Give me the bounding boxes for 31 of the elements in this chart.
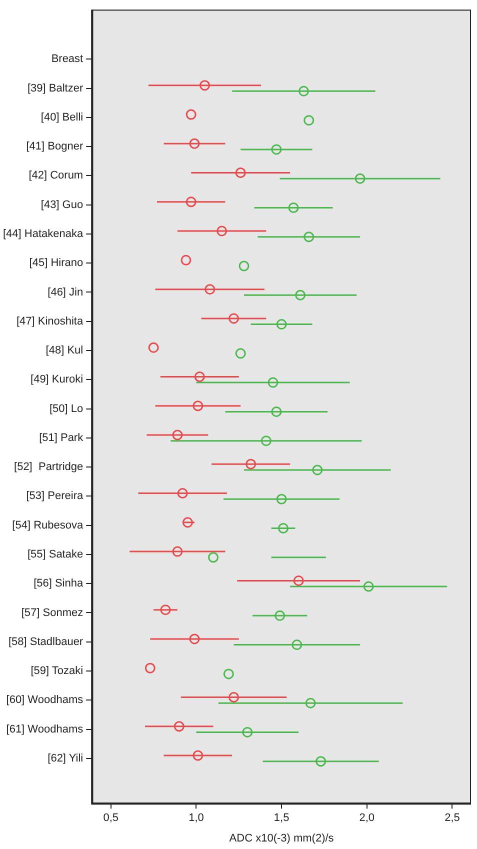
y-tick-label: [47] Kinoshita <box>16 315 84 328</box>
y-tick-label: [53] Pereira <box>26 490 84 502</box>
x-tick-label: 1,0 <box>188 812 204 824</box>
y-tick-label: [40] Belli <box>40 111 84 124</box>
x-axis-title: ADC x10(-3) mm(2)/s <box>229 832 334 844</box>
x-tick-label: 2,5 <box>444 812 460 824</box>
y-tick-label: [55] Satake <box>27 548 84 561</box>
y-tick-label: [49] Kuroki <box>30 374 84 386</box>
y-tick-label: [39] Baltzer <box>27 82 84 94</box>
y-tick-label: [58] Stadlbauer <box>8 636 84 648</box>
y-tick-label: [50] Lo <box>49 402 84 415</box>
y-tick-label: [48] Kul <box>46 344 84 357</box>
y-tick-label: [51] Park <box>39 432 84 444</box>
y-tick-label: [45] Hirano <box>29 257 84 270</box>
y-tick-label: [52] Partridge <box>14 461 84 474</box>
y-tick-label: [61] Woodhams <box>6 723 84 736</box>
y-tick-label: [56] Sinha <box>34 578 84 590</box>
y-tick-label: [44] Hatakenaka <box>2 228 84 240</box>
y-tick-label: [42] Corum <box>28 170 84 182</box>
y-tick-label: [43] Guo <box>40 198 84 211</box>
y-tick-label: [46] Jin <box>48 286 84 298</box>
x-tick-label: 2,0 <box>359 812 375 824</box>
y-tick-label: [60] Woodhams <box>6 694 84 706</box>
y-tick-label: [57] Sonmez <box>21 606 84 619</box>
y-tick-label: [59] Tozaki <box>30 665 84 678</box>
y-tick-label: Breast <box>51 53 84 66</box>
y-tick-label: [62] Yili <box>48 752 84 764</box>
y-tick-label: [54] Rubesova <box>12 519 84 532</box>
x-tick-label: 1,5 <box>274 812 290 824</box>
y-tick-label: [41] Bogner <box>26 140 84 153</box>
x-tick-label: 0,5 <box>103 812 119 824</box>
